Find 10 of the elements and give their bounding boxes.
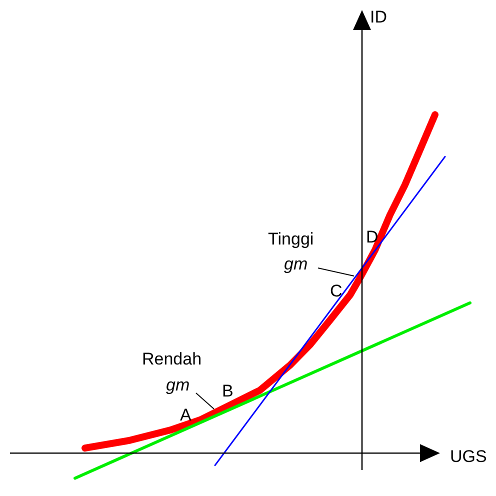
annotation: gm [284, 254, 308, 274]
annotation: D [366, 228, 378, 247]
text: ID [370, 8, 387, 27]
annotation: A [180, 406, 192, 425]
x-axis-title: UGS [450, 446, 487, 466]
annotation: B [222, 382, 234, 401]
annotation: C [330, 282, 342, 301]
annotation: Tinggi [268, 230, 314, 249]
annotation: gm [166, 376, 190, 395]
annotation: Rendah [142, 350, 202, 369]
